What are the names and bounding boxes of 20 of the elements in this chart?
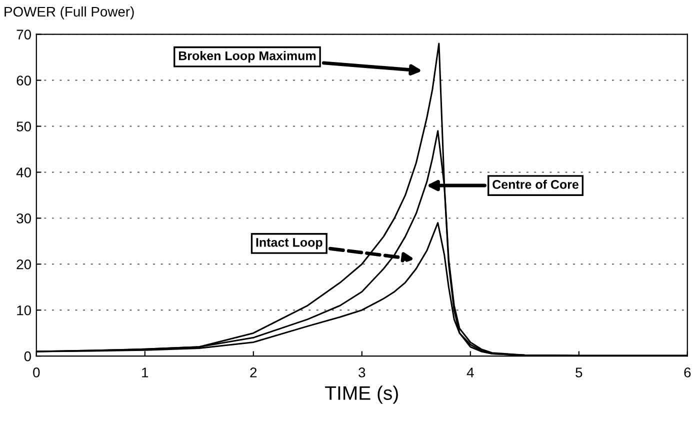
x-tick-label: 4 [466, 368, 474, 378]
x-axis-title: TIME (s) [325, 386, 398, 404]
y-tick-label: 30 [16, 214, 31, 224]
y-tick-label: 10 [17, 305, 31, 316]
x-tick-label: 6 [684, 368, 691, 378]
x-tick-label: 3 [358, 368, 366, 378]
y-tick-label: 50 [16, 122, 31, 132]
annotation: Broken Loop Maximum [178, 51, 316, 63]
y-tick-label: 70 [16, 30, 31, 40]
y-axis-title: POWER (Full Power) [4, 6, 134, 20]
y-tick-label: 20 [16, 259, 31, 270]
x-tick-label: 5 [576, 368, 582, 378]
y-tick-label: 0 [24, 351, 31, 362]
annotation: Intact Loop [256, 238, 322, 250]
y-tick-label: 60 [16, 76, 31, 86]
x-tick-label: 0 [33, 368, 40, 378]
annotation: Centre of Core [492, 180, 578, 189]
x-tick-label: 2 [250, 368, 257, 378]
y-tick-label: 40 [16, 168, 31, 178]
x-tick-label: 1 [142, 368, 148, 378]
